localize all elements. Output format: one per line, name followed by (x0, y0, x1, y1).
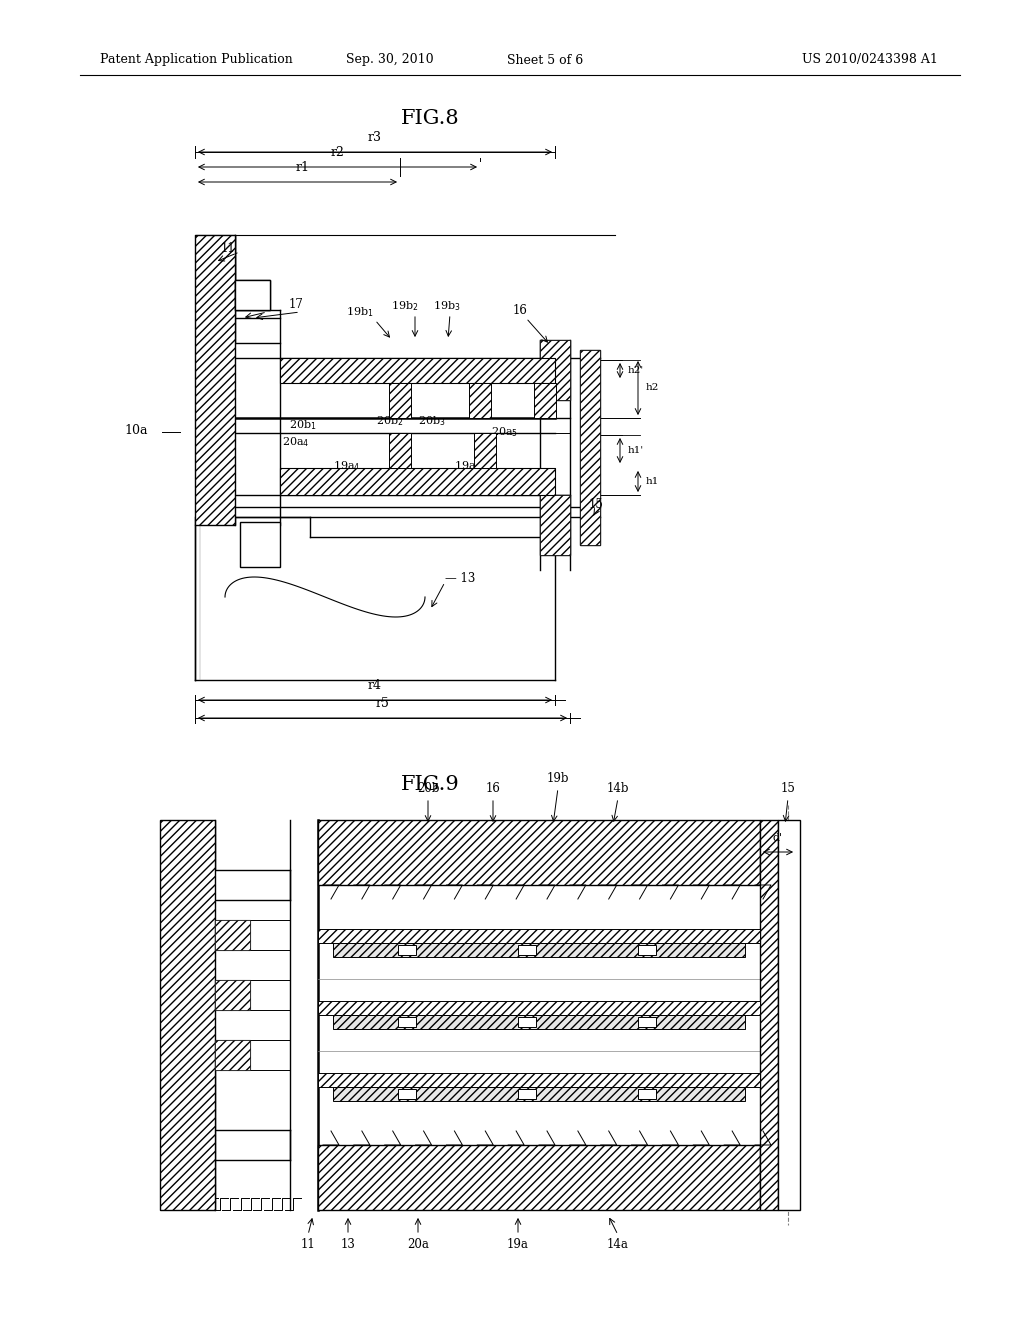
Text: r3: r3 (368, 131, 382, 144)
Text: 14a: 14a (285, 473, 307, 486)
Bar (778, 820, 800, 1210)
Text: 14b: 14b (291, 368, 313, 381)
Text: r5: r5 (376, 697, 389, 710)
Bar (280, 358, 555, 383)
Text: 16: 16 (485, 781, 501, 795)
Bar (215, 920, 250, 950)
Text: h2': h2' (628, 366, 644, 375)
Text: d: d (558, 1016, 565, 1027)
Text: d': d' (773, 833, 783, 843)
Bar (318, 1073, 760, 1086)
Bar (389, 383, 411, 418)
Text: 15: 15 (589, 499, 603, 511)
Text: r4: r4 (368, 678, 382, 692)
Bar (760, 820, 778, 1210)
Bar (474, 433, 496, 469)
Bar (333, 942, 745, 957)
Text: 13: 13 (341, 1238, 355, 1251)
Bar (160, 820, 215, 1210)
Text: US 2010/0243398 A1: US 2010/0243398 A1 (802, 54, 938, 66)
Text: 19b: 19b (547, 771, 569, 784)
Bar (389, 433, 411, 469)
Text: 20a$_5$: 20a$_5$ (492, 425, 518, 438)
Bar (318, 820, 760, 884)
Text: 11: 11 (220, 242, 236, 255)
Text: h1': h1' (628, 446, 644, 455)
Bar (318, 929, 760, 942)
Text: 20b$_1$: 20b$_1$ (289, 418, 316, 432)
Bar (318, 1144, 760, 1210)
Bar (518, 1089, 536, 1100)
Bar (318, 1001, 760, 1015)
Text: 20a: 20a (408, 1238, 429, 1251)
Text: 19b$_3$: 19b$_3$ (433, 300, 461, 313)
Text: 19a$_5$: 19a$_5$ (455, 459, 481, 473)
Bar (234, 280, 270, 310)
Text: h1: h1 (646, 477, 659, 486)
Bar (638, 1016, 656, 1027)
Text: 21: 21 (257, 298, 271, 312)
Bar (215, 1040, 250, 1071)
Bar (240, 521, 280, 568)
Bar (215, 1040, 250, 1071)
Bar (534, 383, 556, 418)
Bar (215, 920, 250, 950)
Bar (638, 945, 656, 954)
Text: 19a$_4$: 19a$_4$ (333, 459, 360, 473)
Bar (398, 945, 416, 954)
Text: FIG.9: FIG.9 (400, 775, 460, 793)
Bar (398, 1089, 416, 1100)
Text: 17: 17 (289, 298, 303, 312)
Text: 20b$_2$: 20b$_2$ (376, 414, 403, 428)
Text: 19b$_2$: 19b$_2$ (391, 300, 419, 313)
Text: Sheet 5 of 6: Sheet 5 of 6 (507, 54, 583, 66)
Text: 20a$_4$: 20a$_4$ (283, 436, 309, 449)
Bar (518, 945, 536, 954)
Text: r1: r1 (296, 161, 309, 174)
Bar (469, 383, 490, 418)
Text: 20b: 20b (417, 781, 439, 795)
Bar (518, 1016, 536, 1027)
Text: Patent Application Publication: Patent Application Publication (100, 54, 293, 66)
Text: Sep. 30, 2010: Sep. 30, 2010 (346, 54, 434, 66)
Text: 16: 16 (513, 304, 527, 317)
Text: r2: r2 (331, 147, 344, 158)
Bar (195, 235, 234, 525)
Bar (540, 341, 570, 400)
Text: — 13: — 13 (445, 572, 475, 585)
Text: 19a: 19a (507, 1238, 529, 1251)
Bar (580, 350, 600, 545)
Bar (540, 341, 570, 400)
Text: 14a: 14a (607, 1238, 629, 1251)
Text: 19b$_1$: 19b$_1$ (346, 305, 374, 319)
Bar (638, 1089, 656, 1100)
Bar (398, 1016, 416, 1027)
Text: d: d (678, 1089, 685, 1100)
Text: 10a: 10a (125, 424, 148, 437)
Bar (540, 495, 570, 554)
Bar (215, 979, 250, 1010)
Bar (333, 1015, 745, 1030)
Bar (234, 280, 270, 310)
Text: 14b: 14b (607, 781, 630, 795)
Text: FIG.8: FIG.8 (400, 108, 460, 128)
Bar (540, 495, 570, 554)
Bar (580, 350, 600, 545)
Bar (280, 469, 555, 495)
Text: h2: h2 (646, 384, 659, 392)
Text: d: d (428, 945, 435, 954)
Bar (333, 1086, 745, 1101)
Text: 11: 11 (301, 1238, 315, 1251)
Text: 20b$_3$: 20b$_3$ (418, 414, 445, 428)
Bar (215, 979, 250, 1010)
Text: 15: 15 (780, 781, 796, 795)
